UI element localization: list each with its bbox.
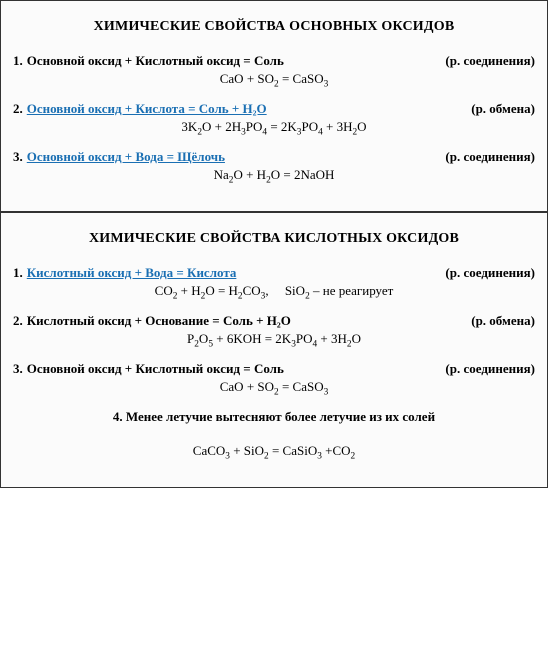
rule-note: (р. соединения): [433, 53, 535, 69]
panel1-eqn-1: CaO + SO2 = CaSO3: [13, 71, 535, 87]
rule-link[interactable]: Кислотный оксид + Вода = Кислота: [27, 265, 237, 281]
panel1-rule-1: 1. Основной оксид + Кислотный оксид = Со…: [13, 53, 535, 69]
rule-note: (р. соединения): [433, 149, 535, 165]
panel2-rule-4: 4. Менее летучие вытесняют более летучие…: [13, 409, 535, 425]
panel1-rule-2: 2. Основной оксид + Кислота = Соль + H₂O…: [13, 101, 535, 117]
panel2-eqn-4: CaCO3 + SiO2 = CaSiO3 +CO2: [13, 443, 535, 459]
panel2-rule-2: 2. Кислотный оксид + Основание = Соль + …: [13, 313, 535, 329]
rule-num: 3.: [13, 149, 23, 165]
panel1-title: ХИМИЧЕСКИЕ СВОЙСТВА ОСНОВНЫХ ОКСИДОВ: [13, 19, 535, 35]
rule-link[interactable]: Основной оксид + Вода = Щёлочь: [27, 149, 225, 165]
panel2-title: ХИМИЧЕСКИЕ СВОЙСТВА КИСЛОТНЫХ ОКСИДОВ: [13, 231, 535, 247]
panel-acidic-oxides: ХИМИЧЕСКИЕ СВОЙСТВА КИСЛОТНЫХ ОКСИДОВ 1.…: [0, 212, 548, 488]
rule-num: 3.: [13, 361, 23, 377]
panel2-rule-1: 1. Кислотный оксид + Вода = Кислота (р. …: [13, 265, 535, 281]
rule-num: 2.: [13, 313, 23, 329]
panel2-eqn-2: P2O5 + 6KOH = 2K3PO4 + 3H2O: [13, 331, 535, 347]
panel1-rule-3: 3. Основной оксид + Вода = Щёлочь (р. со…: [13, 149, 535, 165]
spacer: [13, 427, 535, 441]
rule-note: (р. обмена): [459, 313, 535, 329]
rule-note: (р. соединения): [433, 265, 535, 281]
panel1-eqn-3: Na2O + H2O = 2NaOH: [13, 167, 535, 183]
rule-note: (р. соединения): [433, 361, 535, 377]
rule-num: 2.: [13, 101, 23, 117]
rule-note: (р. обмена): [459, 101, 535, 117]
panel-basic-oxides: ХИМИЧЕСКИЕ СВОЙСТВА ОСНОВНЫХ ОКСИДОВ 1. …: [0, 0, 548, 212]
rule-text: Кислотный оксид + Основание = Соль + H₂O: [27, 313, 291, 329]
rule-num: 1.: [13, 53, 23, 69]
rule-link[interactable]: Основной оксид + Кислота = Соль + H₂O: [27, 101, 267, 117]
panel1-eqn-2: 3K2O + 2H3PO4 = 2K3PO4 + 3H2O: [13, 119, 535, 135]
rule-text: Основной оксид + Кислотный оксид = Соль: [27, 361, 284, 377]
rule-text: Основной оксид + Кислотный оксид = Соль: [27, 53, 284, 69]
panel2-eqn-3: CaO + SO2 = CaSO3: [13, 379, 535, 395]
panel2-rule-3: 3. Основной оксид + Кислотный оксид = Со…: [13, 361, 535, 377]
rule-num: 1.: [13, 265, 23, 281]
panel2-eqn-1: CO2 + H2O = H2CO3, SiO2 – не реагирует: [13, 283, 535, 299]
